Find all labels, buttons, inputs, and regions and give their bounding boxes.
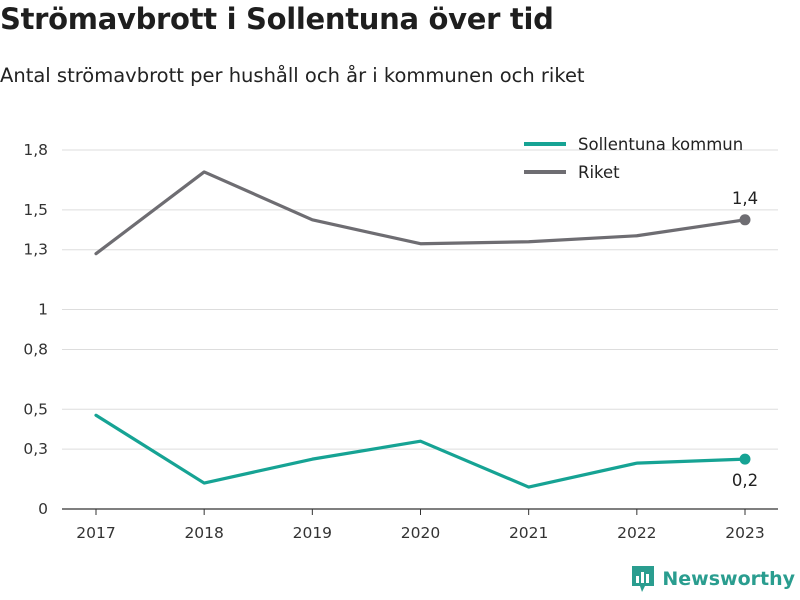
chart-subtitle: Antal strömavbrott per hushåll och år i … [0, 64, 585, 87]
sollentuna-line [94, 413, 747, 489]
brand-name: Newsworthy [662, 568, 795, 590]
y-tick-label: 1,8 [23, 141, 48, 159]
newsworthy-logo: Newsworthy [630, 564, 795, 594]
riket-end-marker [739, 214, 751, 226]
legend-label: Sollentuna kommun [578, 135, 743, 154]
sollentuna-end-marker [739, 453, 751, 465]
x-tick-label: 2022 [617, 524, 656, 542]
x-tick-label: 2021 [509, 524, 548, 542]
x-tick-label: 2020 [401, 524, 440, 542]
legend: Sollentuna kommun Riket [524, 135, 743, 182]
riket-end-label: 1,4 [732, 189, 758, 208]
x-tick-label: 2023 [725, 524, 764, 542]
gridlines [62, 149, 778, 450]
y-tick-label: 1,5 [23, 201, 48, 219]
sollentuna-end-label: 0,2 [732, 471, 758, 490]
y-tick-label: 0,5 [23, 400, 48, 418]
legend-label: Riket [578, 163, 620, 182]
x-axis-ticks: 2017 2018 2019 2020 2021 2022 2023 [76, 509, 765, 542]
riket-line [94, 170, 747, 256]
y-tick-label: 0 [38, 500, 48, 518]
series-lines: 0,2 1,4 [94, 170, 758, 490]
newsworthy-icon [632, 566, 655, 592]
y-tick-label: 1 [38, 301, 48, 319]
y-tick-label: 1,3 [23, 241, 48, 259]
chart-title: Strömavbrott i Sollentuna över tid [0, 2, 554, 36]
y-tick-label: 0,8 [23, 340, 48, 358]
x-tick-label: 2019 [293, 524, 332, 542]
y-axis-ticks: 0 0,3 0,5 0,8 1 1,3 1,5 1,8 [23, 141, 48, 518]
y-tick-label: 0,3 [23, 440, 48, 458]
x-tick-label: 2018 [184, 524, 223, 542]
x-tick-label: 2017 [76, 524, 115, 542]
